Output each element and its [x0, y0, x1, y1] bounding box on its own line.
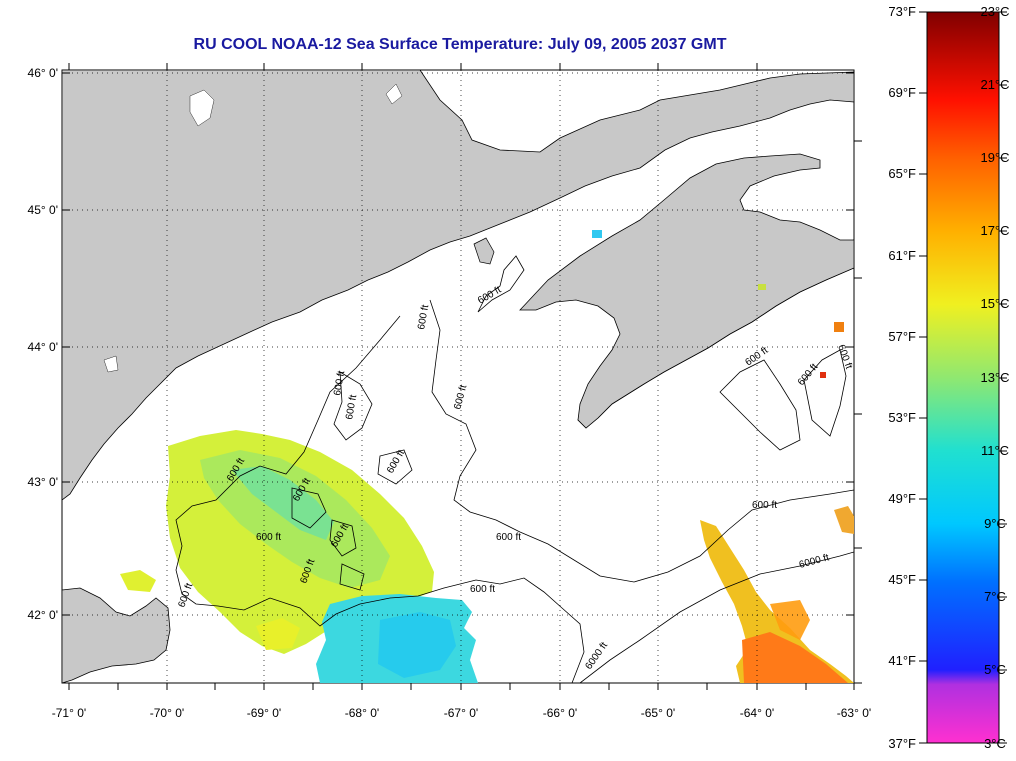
- land-mainland: [62, 70, 854, 501]
- land-grand-manan: [473, 237, 495, 265]
- fahrenheit-label: 61°F: [888, 248, 916, 263]
- lon-label: -67° 0': [444, 706, 478, 720]
- sst-patch-east-edge: [834, 506, 854, 534]
- contour-label: 600 ft: [470, 584, 495, 595]
- sst-data-layer: [120, 230, 854, 683]
- lon-label: -69° 0': [247, 706, 281, 720]
- lake-shape: [189, 89, 215, 127]
- contour-line: [429, 299, 854, 583]
- contour-line: [329, 519, 357, 557]
- lat-label: 44° 0': [28, 340, 58, 354]
- celsius-label: 11°C: [981, 443, 1009, 458]
- map-title: RU COOL NOAA-12 Sea Surface Temperature:…: [193, 36, 727, 53]
- lon-label: -70° 0': [150, 706, 184, 720]
- fahrenheit-label: 45°F: [888, 572, 916, 587]
- graticule: [62, 70, 854, 683]
- bathymetry-contours: [175, 255, 854, 683]
- fahrenheit-label: 41°F: [888, 653, 916, 668]
- lat-label: 43° 0': [28, 475, 58, 489]
- contour-line: [719, 359, 801, 451]
- celsius-label: 13°C: [980, 370, 1009, 385]
- lon-labels: -71° 0' -70° 0' -69° 0' -68° 0' -67° 0' …: [52, 706, 871, 720]
- contour-label: 600 ft: [752, 500, 777, 511]
- lon-label: -68° 0': [345, 706, 379, 720]
- colorbar-ticks: [919, 11, 1007, 744]
- sst-patch-gom-cool: [232, 466, 334, 540]
- contour-line: [579, 551, 854, 683]
- celsius-label: 19°C: [980, 150, 1009, 165]
- lat-label: 42° 0': [28, 608, 58, 622]
- sst-patch-georges-cold-2: [378, 612, 456, 678]
- map-panel: 600 ft 600 ft 600 ft 600 ft 600 ft 600 f…: [28, 63, 871, 720]
- sst-hot-pixel: [820, 372, 826, 378]
- contour-line: [175, 315, 585, 683]
- sst-cool-pixel: [592, 230, 602, 238]
- contour-line: [377, 449, 413, 485]
- lake-shape: [103, 355, 119, 373]
- contour-line: [477, 255, 525, 313]
- fahrenheit-label: 73°F: [888, 4, 916, 19]
- celsius-label: 21°C: [980, 77, 1009, 92]
- sst-patch-nantucket: [120, 570, 156, 592]
- lat-label: 45° 0': [28, 203, 58, 217]
- sst-warm-pixel: [758, 284, 766, 290]
- lon-label: -64° 0': [740, 706, 774, 720]
- fahrenheit-label: 57°F: [888, 329, 916, 344]
- celsius-label: 3°C: [984, 736, 1006, 751]
- celsius-label: 7°C: [984, 589, 1006, 604]
- contour-line: [803, 349, 847, 437]
- lat-label: 46° 0': [28, 66, 58, 80]
- sst-patch-scotian-orange: [770, 600, 810, 640]
- lon-label: -71° 0': [52, 706, 86, 720]
- contour-line: [339, 563, 365, 591]
- sst-hot-pixel: [834, 322, 844, 332]
- fahrenheit-label: 49°F: [888, 491, 916, 506]
- contour-label: 600 ft: [416, 304, 431, 331]
- lon-label: -66° 0': [543, 706, 577, 720]
- celsius-labels: 23°C 21°C 19°C 17°C 15°C 13°C 11°C 9°C 7…: [980, 4, 1009, 751]
- fahrenheit-label: 65°F: [888, 166, 916, 181]
- contour-label: 600 ft: [332, 370, 347, 397]
- lake-shape: [385, 83, 403, 105]
- lat-labels: 46° 0' 45° 0' 44° 0' 43° 0' 42° 0': [28, 66, 58, 622]
- fahrenheit-label: 37°F: [888, 736, 916, 751]
- fahrenheit-label: 53°F: [888, 410, 916, 425]
- lon-label: -65° 0': [641, 706, 675, 720]
- contour-label: 600 ft: [496, 532, 521, 543]
- contour-line: [291, 487, 327, 529]
- contour-line: [333, 371, 373, 441]
- celsius-label: 17°C: [980, 223, 1009, 238]
- colorbar: 73°F 69°F 65°F 61°F 57°F 53°F 49°F 45°F …: [888, 4, 1009, 751]
- lon-label: -63° 0': [837, 706, 871, 720]
- celsius-label: 9°C: [984, 516, 1006, 531]
- fahrenheit-labels: 73°F 69°F 65°F 61°F 57°F 53°F 49°F 45°F …: [888, 4, 916, 751]
- land-nova-scotia-north: [519, 153, 854, 429]
- contour-label: 600 ft: [344, 394, 359, 421]
- celsius-label: 5°C: [984, 662, 1006, 677]
- land-cape-cod: [62, 587, 171, 683]
- contour-label: 600 ft: [256, 532, 281, 543]
- frame-ticks: [62, 63, 862, 690]
- celsius-label: 23°C: [980, 4, 1009, 19]
- sst-patch-south-shelf: [256, 618, 300, 650]
- celsius-label: 15°C: [980, 296, 1009, 311]
- fahrenheit-label: 69°F: [888, 85, 916, 100]
- sst-patch-scotian-hot: [742, 632, 848, 683]
